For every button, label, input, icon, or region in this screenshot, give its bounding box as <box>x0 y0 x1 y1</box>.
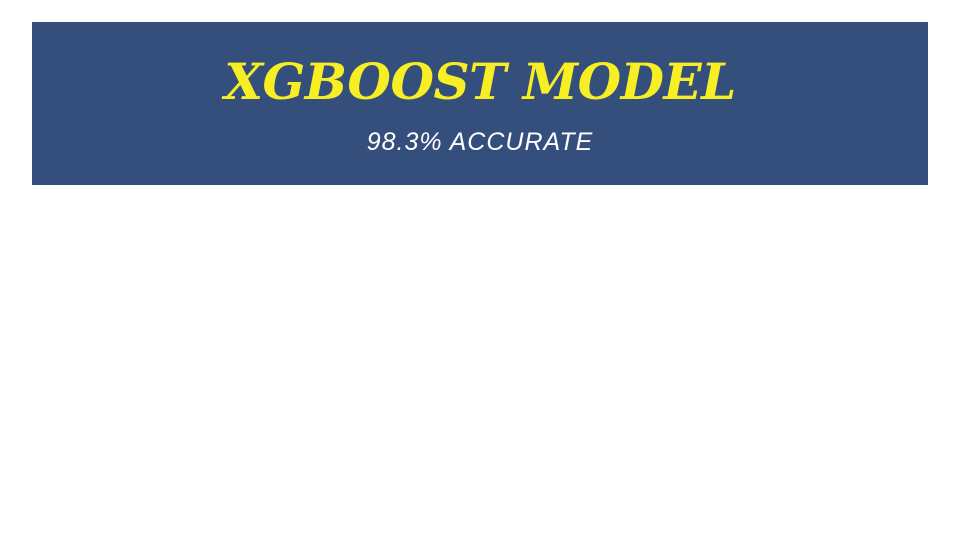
slide-subtitle: 98.3% ACCURATE <box>366 128 594 156</box>
slide-title: XGBOOST MODEL <box>224 52 736 111</box>
title-banner <box>32 22 928 185</box>
